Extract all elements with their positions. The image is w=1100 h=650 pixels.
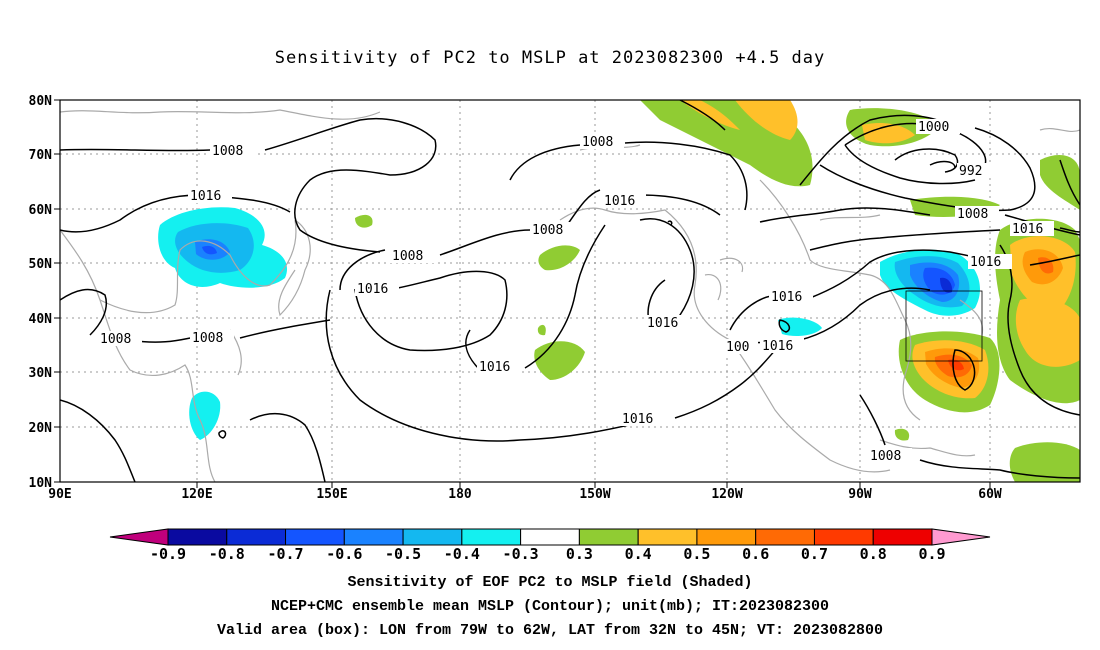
contour-label: 1008 [532, 223, 563, 238]
colorbar-box [285, 528, 345, 546]
lon-axis: 90E 120E 150E 180 150W 120W 90W 60W [48, 482, 1002, 502]
colorbar-box [402, 528, 463, 546]
lon-label: 90E [48, 487, 71, 502]
lon-label: 60W [978, 487, 1002, 502]
lat-axis: 80N 70N 60N 50N 40N 30N 20N 10N [29, 94, 60, 491]
coastlines [60, 109, 1080, 482]
contour-labels: 1008 1008 1016 1008 1008 1016 1008 1016 … [98, 119, 1054, 464]
contour-label: 992 [959, 164, 982, 179]
colorbar-tick-label: -0.4 [443, 545, 480, 563]
lat-label: 20N [29, 421, 53, 436]
mslp-contours [60, 100, 1080, 482]
colorbar-tick-label: 0.7 [800, 545, 828, 563]
contour-label: 1008 [870, 449, 901, 464]
lon-label: 150W [579, 487, 610, 502]
colorbar-tick-label: 0.4 [624, 545, 652, 563]
lat-label: 40N [29, 312, 53, 327]
contour-label: 1008 [957, 207, 988, 222]
colorbar-box [520, 528, 580, 546]
map-frame [59, 99, 1081, 483]
lat-label: 50N [29, 257, 53, 272]
lon-label: 120W [711, 487, 742, 502]
contour-label: 1008 [392, 249, 423, 264]
contour-label: 1016 [479, 360, 510, 375]
contour-label: 1016 [762, 339, 793, 354]
colorbar-box [696, 528, 757, 546]
colorbar-tick-label: -0.8 [208, 545, 245, 563]
colorbar-box [167, 528, 228, 546]
contour-label: 1008 [100, 332, 131, 347]
caption-line-2: NCEP+CMC ensemble mean MSLP (Contour); u… [270, 598, 830, 615]
contour-label: 100 [726, 340, 749, 355]
contour-label: 1016 [357, 282, 388, 297]
contour-label: 1000 [918, 120, 949, 135]
colorbar-box [755, 528, 815, 546]
colorbar-box [637, 528, 698, 546]
colorbar [109, 528, 991, 546]
colorbar-tick-label: -0.9 [149, 545, 187, 563]
colorbar-tick-label: 0.9 [918, 545, 946, 563]
contour-label: 1016 [604, 194, 635, 209]
colorbar-box [872, 528, 933, 546]
contour-label: 1016 [1012, 222, 1043, 237]
lon-label: 150E [316, 487, 347, 502]
colorbar-tick-label: -0.3 [502, 545, 539, 563]
colorbar-tick-label: 0.3 [565, 545, 593, 563]
colorbar-tick-label: -0.7 [267, 545, 304, 563]
contour-label: 1016 [771, 290, 802, 305]
colorbar-tick-label: 0.5 [683, 545, 711, 563]
contour-label: 1008 [582, 135, 613, 150]
contour-label: 1008 [212, 144, 243, 159]
colorbar-right-arrow [931, 528, 991, 546]
caption-line-1: Sensitivity of EOF PC2 to MSLP field (Sh… [347, 574, 753, 591]
caption-line-3: Valid area (box): LON from 79W to 62W, L… [216, 622, 884, 639]
lat-label: 70N [29, 148, 53, 163]
colorbar-left-arrow [109, 528, 169, 546]
colorbar-tick-label: 0.8 [859, 545, 887, 563]
colorbar-tick-label: -0.6 [326, 545, 363, 563]
contour-label: 1016 [970, 255, 1001, 270]
colorbar-box [578, 528, 639, 546]
map-title: Sensitivity of PC2 to MSLP at 2023082300… [274, 48, 826, 68]
lon-label: 90W [848, 487, 872, 502]
contour-label: 1016 [190, 189, 221, 204]
lat-label: 80N [29, 94, 53, 109]
colorbar-box [461, 528, 522, 546]
lon-label: 180 [448, 487, 472, 502]
colorbar-box [343, 528, 404, 546]
lat-label: 10N [29, 476, 53, 491]
colorbar-box [226, 528, 287, 546]
contour-label: 1008 [192, 331, 223, 346]
colorbar-tick-label: 0.6 [742, 545, 770, 563]
contour-label: 1016 [647, 316, 678, 331]
lat-label: 30N [29, 366, 53, 381]
colorbar-tick-label: -0.5 [385, 545, 422, 563]
shaded-sensitivity [158, 100, 1080, 482]
lat-label: 60N [29, 203, 53, 218]
colorbar-box [813, 528, 874, 546]
contour-label: 1016 [622, 412, 653, 427]
map-plot-area: 1008 1008 1016 1008 1008 1016 1008 1016 … [60, 100, 1080, 482]
valid-area-box [905, 290, 983, 362]
lon-label: 120E [181, 487, 212, 502]
